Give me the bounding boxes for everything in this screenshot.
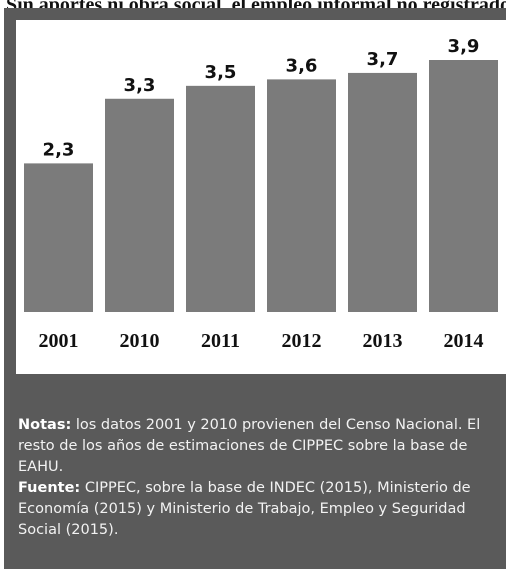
bar-2012 — [267, 79, 336, 312]
source-label: Fuente: — [18, 480, 81, 496]
bar-2001 — [24, 163, 93, 312]
source-paragraph: Fuente: CIPPEC, sobre la base de INDEC (… — [18, 478, 508, 541]
bar-2013 — [348, 72, 417, 312]
notes-text: los datos 2001 y 2010 provienen del Cens… — [18, 417, 481, 475]
value-label-2010: 3,3 — [124, 75, 156, 96]
notes-paragraph: Notas: los datos 2001 y 2010 provienen d… — [18, 415, 508, 478]
category-label-2013: 2013 — [363, 330, 403, 352]
notes-block: Notas: los datos 2001 y 2010 provienen d… — [18, 415, 508, 541]
source-text: CIPPEC, sobre la base de INDEC (2015), M… — [18, 480, 471, 538]
value-label-2012: 3,6 — [286, 55, 318, 76]
category-label-2014: 2014 — [444, 330, 484, 352]
category-label-2001: 2001 — [39, 330, 79, 352]
chart-panel: 2,3 2001 3,3 2010 3,5 2011 3,6 2012 3,7 2013 3,9 20… — [16, 20, 506, 374]
value-label-2001: 2,3 — [43, 139, 75, 160]
value-label-2014: 3,9 — [448, 36, 480, 57]
notes-label: Notas: — [18, 417, 72, 433]
bar-2011 — [186, 85, 255, 312]
bar-chart: 2,3 2001 3,3 2010 3,5 2011 3,6 2012 3,7 2013 3,9 20… — [24, 36, 498, 352]
bar-2014 — [429, 60, 498, 312]
category-label-2010: 2010 — [120, 330, 160, 352]
value-label-2013: 3,7 — [367, 49, 399, 70]
infographic-frame: 2,3 2001 3,3 2010 3,5 2011 3,6 2012 3,7 2013 3,9 20… — [4, 8, 506, 569]
category-label-2012: 2012 — [282, 330, 322, 352]
category-label-2011: 2011 — [201, 330, 240, 352]
value-label-2011: 3,5 — [205, 62, 237, 83]
bar-2010 — [105, 98, 174, 313]
